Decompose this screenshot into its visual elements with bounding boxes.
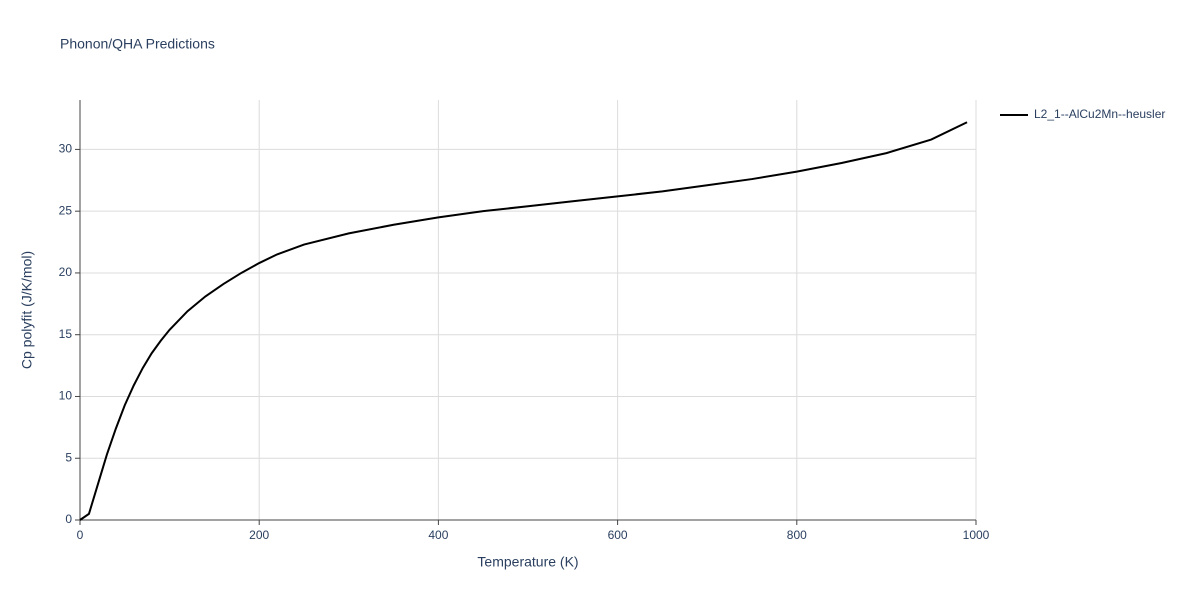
y-tick-label: 25 <box>59 203 73 217</box>
data-line <box>79 121 968 521</box>
x-tick-label: 1000 <box>963 528 990 542</box>
chart-title: Phonon/QHA Predictions <box>60 36 215 52</box>
y-axis-label: Cp polyfit (J/K/mol) <box>19 251 35 369</box>
y-tick-label: 0 <box>65 512 72 526</box>
y-tick-label: 10 <box>59 389 73 403</box>
legend-label: L2_1--AlCu2Mn--heusler <box>1034 107 1165 121</box>
x-tick-label: 0 <box>77 528 84 542</box>
x-tick-label: 200 <box>249 528 269 542</box>
x-axis-label: Temperature (K) <box>477 554 578 570</box>
x-tick-label: 800 <box>787 528 807 542</box>
x-tick-label: 600 <box>608 528 628 542</box>
y-tick-label: 5 <box>65 450 72 464</box>
y-tick-label: 20 <box>59 265 73 279</box>
y-tick-label: 30 <box>59 142 73 156</box>
y-tick-label: 15 <box>59 327 73 341</box>
x-tick-label: 400 <box>428 528 448 542</box>
